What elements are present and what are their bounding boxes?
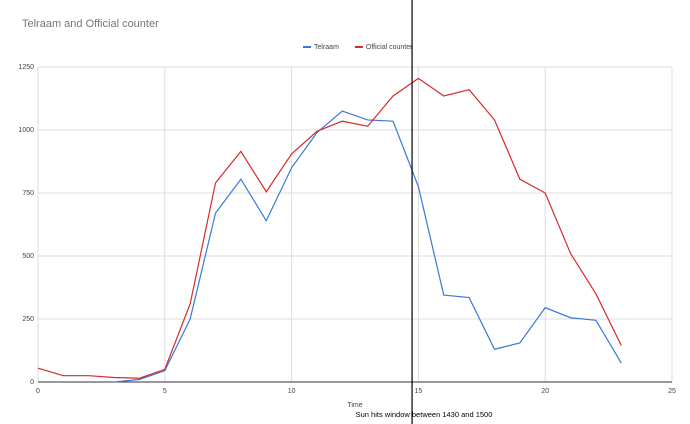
series-line bbox=[37, 77, 622, 379]
x-tick-label: 20 bbox=[541, 388, 549, 395]
x-axis-label: Time bbox=[347, 402, 362, 409]
y-tick-label: 0 bbox=[30, 379, 34, 386]
y-tick-label: 250 bbox=[22, 316, 34, 323]
x-tick-label: 0 bbox=[36, 388, 40, 395]
x-tick-label: 25 bbox=[668, 388, 676, 395]
y-tick-label: 750 bbox=[22, 190, 34, 197]
x-tick-label: 15 bbox=[415, 388, 423, 395]
x-tick-label: 5 bbox=[163, 388, 167, 395]
x-tick-label: 10 bbox=[288, 388, 296, 395]
legend-label: Telraam bbox=[314, 44, 339, 51]
annotation: Sun hits window between 1430 and 1500 bbox=[356, 410, 493, 419]
legend-label: Official counter bbox=[366, 44, 413, 51]
y-tick-label: 1250 bbox=[18, 64, 34, 71]
y-tick-label: 500 bbox=[22, 253, 34, 260]
chart-title: Telraam and Official counter bbox=[22, 18, 159, 30]
series-line bbox=[114, 110, 622, 383]
y-tick-label: 1000 bbox=[18, 127, 34, 134]
